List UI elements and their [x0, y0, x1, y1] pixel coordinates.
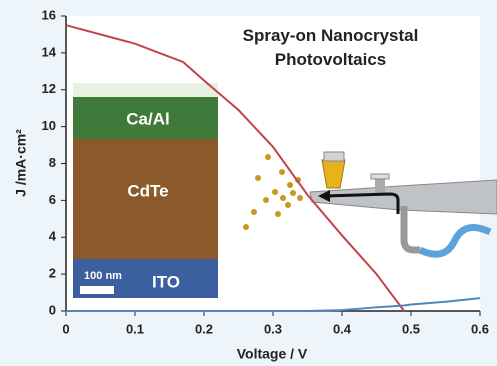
y-tick-label: 16: [42, 7, 56, 22]
y-tick-label: 8: [49, 155, 56, 170]
annotation: CdTe: [127, 181, 168, 200]
page: Ca/Al CdTe ITO 100 nm J /mA·cm² Voltage …: [0, 0, 497, 366]
annotation: 100 nm: [84, 270, 122, 282]
x-tick-label: 0.6: [471, 321, 489, 336]
y-tick-label: 0: [49, 302, 56, 317]
x-tick-label: 0.1: [126, 321, 144, 336]
x-tick-label: 0.5: [402, 321, 420, 336]
x-tick-label: 0.3: [264, 321, 282, 336]
y-tick-label: 14: [42, 44, 57, 59]
y-tick-label: 2: [49, 266, 56, 281]
y-tick-label: 4: [49, 229, 57, 244]
annotation: Ca/Al: [126, 109, 169, 128]
y-tick-label: 12: [42, 81, 56, 96]
x-tick-label: 0: [62, 321, 69, 336]
x-tick-label: 0.4: [333, 321, 352, 336]
y-axis-label: J /mA·cm²: [13, 129, 29, 197]
annotation: ITO: [152, 272, 180, 291]
y-tick-label: 10: [42, 118, 56, 133]
chart-title: Spray-on Nanocrystal Photovoltaics: [228, 24, 433, 72]
x-axis-label: Voltage / V: [237, 346, 308, 362]
y-tick-label: 6: [49, 192, 56, 207]
x-tick-label: 0.2: [195, 321, 213, 336]
